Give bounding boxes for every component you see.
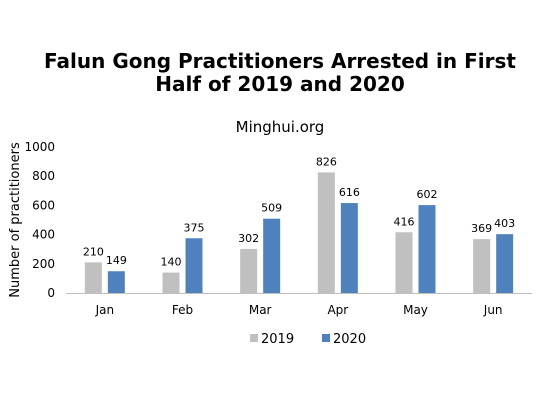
bar-2020-Jun: [496, 234, 514, 293]
legend-swatch-2019: [250, 334, 258, 342]
data-label: 375: [184, 221, 205, 234]
data-label: 149: [106, 254, 127, 267]
x-tick-label: Jan: [95, 303, 115, 317]
bar-2020-May: [418, 205, 436, 293]
y-axis-ticks: 0 200 400 600 800 1000: [24, 140, 55, 300]
bar-2020-Apr: [340, 203, 358, 293]
legend-label-2019: 2019: [261, 332, 294, 347]
x-tick-label: Apr: [327, 303, 348, 317]
data-label: 140: [161, 256, 182, 269]
bar-2019-Mar: [240, 248, 258, 293]
bars: [84, 172, 514, 293]
data-label: 616: [339, 186, 360, 199]
data-label: 416: [394, 215, 415, 228]
legend-label-2020: 2020: [333, 332, 366, 347]
x-tick-label: Jun: [483, 303, 503, 317]
y-axis-title: Number of practitioners: [8, 142, 23, 298]
y-tick-label: 1000: [24, 140, 55, 154]
data-label: 602: [417, 188, 438, 201]
chart-title: Falun Gong Practitioners Arrested in Fir…: [0, 50, 560, 96]
data-label: 302: [238, 232, 259, 245]
y-tick-label: 800: [32, 169, 55, 183]
bar-2019-Jun: [473, 239, 491, 293]
bar-2020-Jan: [107, 271, 125, 293]
bar-2019-Feb: [162, 272, 180, 293]
y-tick-label: 600: [32, 198, 55, 212]
bar-2019-Apr: [317, 172, 335, 293]
bar-2020-Feb: [185, 238, 203, 293]
data-label: 369: [471, 222, 492, 235]
x-tick-label: Feb: [172, 303, 193, 317]
y-tick-label: 400: [32, 228, 55, 242]
data-label: 210: [83, 245, 104, 258]
bar-2019-May: [395, 232, 413, 293]
x-tick-label: Mar: [249, 303, 272, 317]
y-tick-label: 0: [47, 286, 55, 300]
x-tick-label: May: [403, 303, 428, 317]
chart-subtitle: Minghui.org: [235, 118, 325, 136]
bar-2019-Jan: [84, 262, 102, 293]
y-tick-label: 200: [32, 257, 55, 271]
legend-swatch-2020: [322, 334, 330, 342]
x-axis-ticks: Jan Feb Mar Apr May Jun: [95, 303, 503, 317]
legend: 2019 2020: [250, 332, 366, 347]
bar-2020-Mar: [263, 218, 281, 293]
data-label: 826: [316, 155, 337, 168]
data-label: 403: [494, 217, 515, 230]
data-label: 509: [261, 202, 282, 215]
chart-title-line-2: Half of 2019 and 2020: [155, 72, 405, 96]
chart-title-line-1: Falun Gong Practitioners Arrested in Fir…: [44, 49, 516, 73]
